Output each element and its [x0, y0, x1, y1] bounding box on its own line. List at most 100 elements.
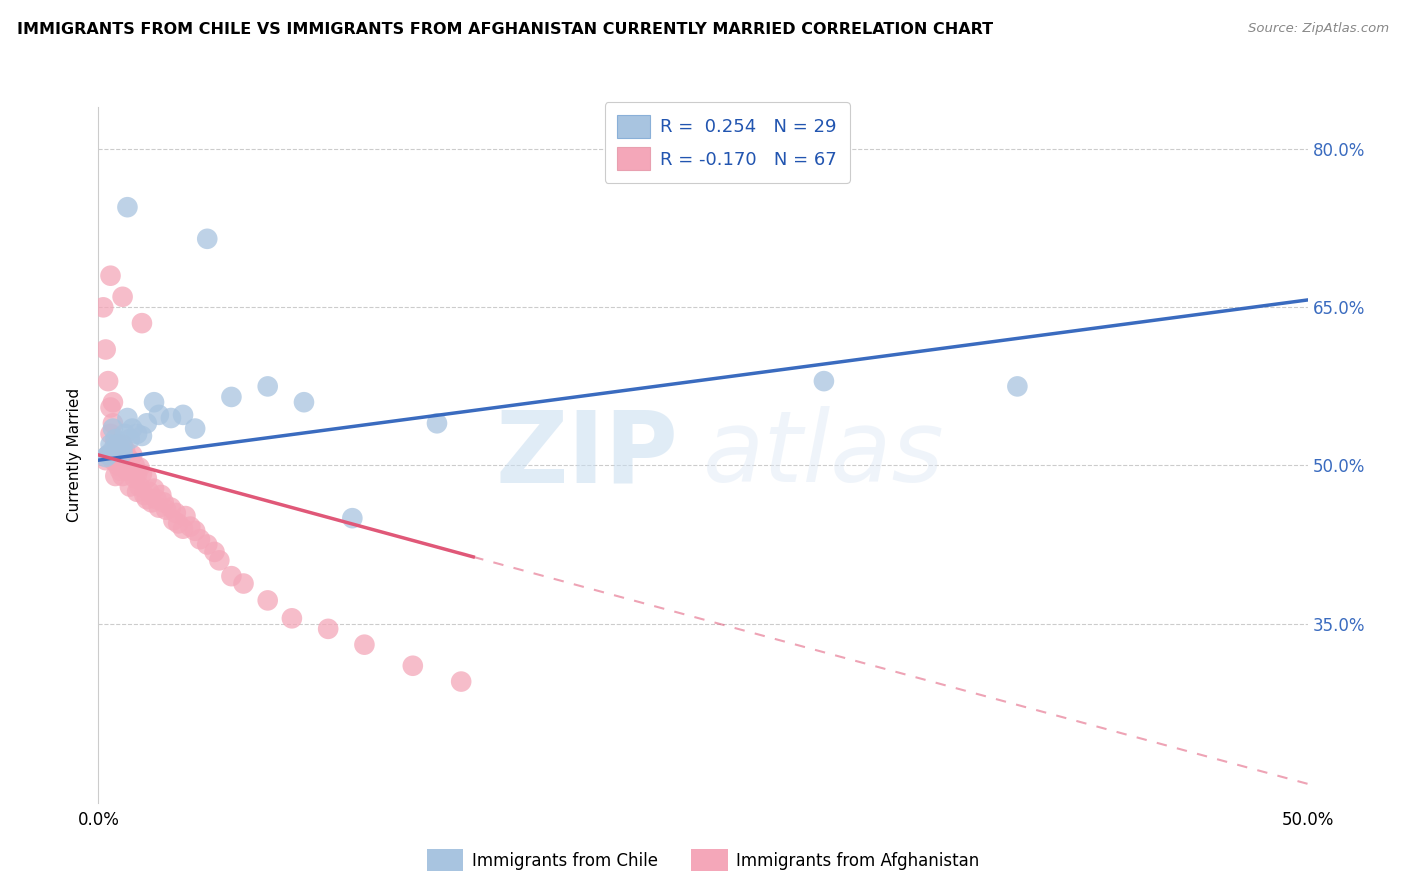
Point — [160, 500, 183, 515]
Point — [208, 553, 231, 567]
Point — [107, 458, 129, 473]
Point — [152, 495, 174, 509]
Point — [426, 417, 449, 431]
Text: IMMIGRANTS FROM CHILE VS IMMIGRANTS FROM AFGHANISTAN CURRENTLY MARRIED CORRELATI: IMMIGRANTS FROM CHILE VS IMMIGRANTS FROM… — [17, 22, 993, 37]
Point — [128, 460, 150, 475]
Point — [97, 374, 120, 388]
Point — [91, 301, 114, 315]
Point — [104, 432, 127, 446]
Point — [131, 467, 153, 481]
Point — [101, 453, 124, 467]
Point — [195, 537, 218, 551]
Point — [221, 569, 243, 583]
Point — [124, 471, 146, 485]
Point — [100, 448, 122, 462]
Point — [148, 500, 170, 515]
Point — [145, 492, 167, 507]
Point — [172, 522, 194, 536]
Point — [114, 458, 136, 473]
Text: atlas: atlas — [703, 407, 945, 503]
Point — [107, 437, 129, 451]
Point — [131, 316, 153, 330]
Point — [150, 488, 173, 502]
Point — [101, 421, 124, 435]
Point — [121, 448, 143, 462]
Point — [165, 506, 187, 520]
Point — [148, 408, 170, 422]
Point — [121, 464, 143, 478]
Point — [402, 658, 425, 673]
Y-axis label: Currently Married: Currently Married — [67, 388, 83, 522]
Point — [143, 482, 166, 496]
Point — [160, 411, 183, 425]
Point — [292, 395, 315, 409]
Point — [100, 268, 122, 283]
Legend: Immigrants from Chile, Immigrants from Afghanistan: Immigrants from Chile, Immigrants from A… — [419, 841, 987, 880]
Point — [204, 545, 226, 559]
Point — [108, 450, 131, 464]
Point — [101, 442, 124, 457]
Point — [128, 479, 150, 493]
Point — [94, 343, 117, 357]
Point — [143, 395, 166, 409]
Point — [256, 593, 278, 607]
Point — [316, 622, 339, 636]
Point — [127, 484, 149, 499]
Point — [1007, 379, 1029, 393]
Point — [111, 437, 134, 451]
Point — [450, 674, 472, 689]
Point — [184, 524, 207, 538]
Point — [104, 437, 127, 451]
Text: Source: ZipAtlas.com: Source: ZipAtlas.com — [1249, 22, 1389, 36]
Point — [97, 448, 120, 462]
Point — [353, 638, 375, 652]
Point — [94, 453, 117, 467]
Point — [135, 417, 157, 431]
Point — [127, 467, 149, 481]
Point — [94, 450, 117, 464]
Point — [117, 450, 139, 464]
Point — [174, 509, 197, 524]
Point — [281, 611, 304, 625]
Point — [101, 417, 124, 431]
Point — [117, 464, 139, 478]
Point — [131, 429, 153, 443]
Point — [107, 442, 129, 457]
Point — [114, 442, 136, 457]
Point — [101, 395, 124, 409]
Point — [100, 426, 122, 441]
Point — [124, 458, 146, 473]
Point — [117, 200, 139, 214]
Point — [188, 533, 211, 547]
Point — [104, 448, 127, 462]
Point — [184, 421, 207, 435]
Point — [111, 446, 134, 460]
Point — [108, 442, 131, 456]
Point — [172, 408, 194, 422]
Point — [111, 440, 134, 454]
Point — [104, 469, 127, 483]
Point — [167, 516, 190, 531]
Point — [141, 495, 163, 509]
Point — [97, 448, 120, 462]
Point — [138, 484, 160, 499]
Point — [135, 492, 157, 507]
Point — [114, 426, 136, 441]
Text: ZIP: ZIP — [496, 407, 679, 503]
Point — [121, 421, 143, 435]
Point — [118, 453, 141, 467]
Point — [100, 401, 122, 415]
Point — [100, 437, 122, 451]
Point — [162, 513, 184, 527]
Point — [108, 464, 131, 478]
Point — [127, 426, 149, 441]
Point — [134, 488, 156, 502]
Point — [111, 469, 134, 483]
Point — [342, 511, 364, 525]
Point — [118, 432, 141, 446]
Point — [117, 411, 139, 425]
Point — [256, 379, 278, 393]
Point — [179, 519, 201, 533]
Point — [111, 290, 134, 304]
Point — [813, 374, 835, 388]
